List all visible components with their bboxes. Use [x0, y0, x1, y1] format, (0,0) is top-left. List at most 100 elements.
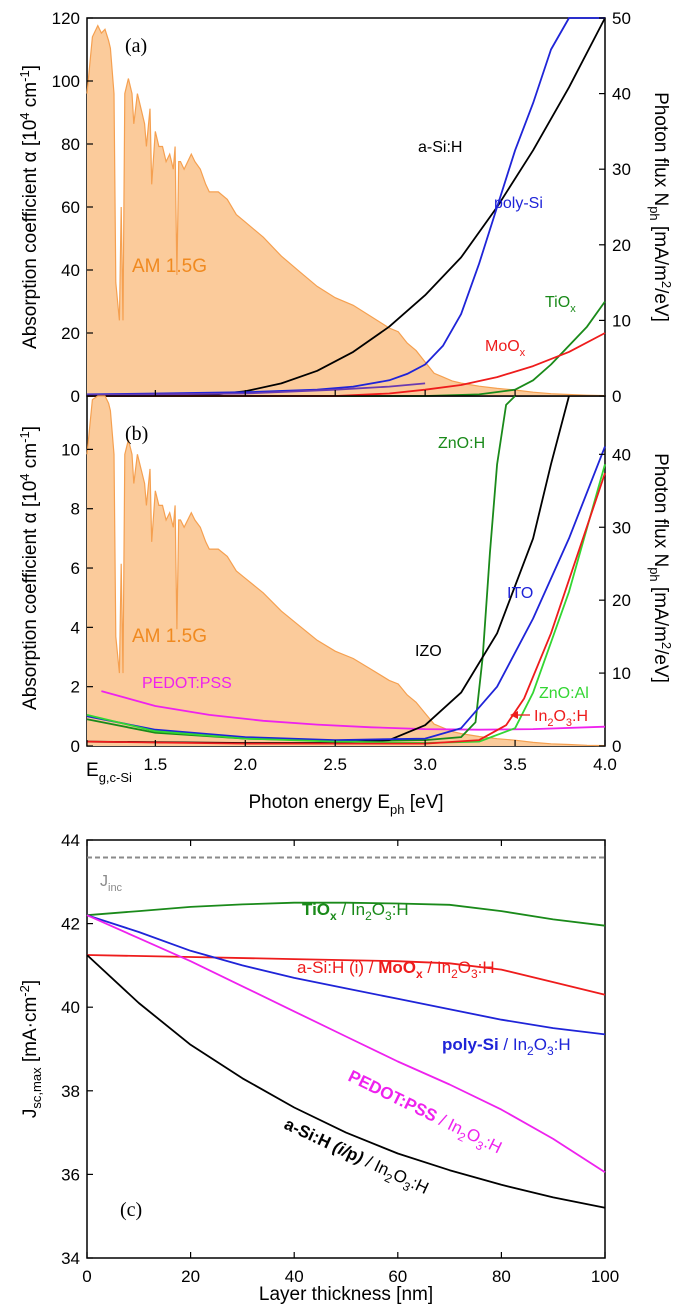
- y-right-tick-label-a-0: 0: [612, 387, 621, 406]
- y-tick-label-b-2: 2: [71, 678, 80, 697]
- y-right-tick-label-a-40: 40: [612, 85, 631, 104]
- y-right-tick-label-a-50: 50: [612, 9, 631, 28]
- x-tick-label-b-6: 4.0: [593, 755, 617, 774]
- series-c-tiox-in2o3-h: [86, 901, 606, 927]
- y-tick-label-a-60: 60: [61, 198, 80, 217]
- am15-area-b: [87, 396, 605, 746]
- x-tick-label-b-3: 2.5: [323, 755, 347, 774]
- curve-label-polysi-in2o3: poly-Si / In2O3:H: [442, 1035, 571, 1058]
- y-tick-label-b-10: 10: [61, 440, 80, 459]
- panel-c-series: [86, 856, 606, 1209]
- in2o3-label-text: In2O3:H: [534, 708, 588, 729]
- in2o3-pointer-arrow: [510, 711, 518, 719]
- series-label-ito: ITO: [507, 585, 533, 602]
- panel-a: 0 20 40 60 80 100 120 0 10 20 30 40 50 (a) AM 1.5G a…: [17, 9, 674, 406]
- am15-line-b: [86, 395, 606, 747]
- series-b-in2o3-h: [86, 472, 606, 745]
- series-label-pedot-pss: PEDOT:PSS: [142, 675, 232, 692]
- curve-label-asih-moox-in2o3: a-Si:H (i) / MoOx / In2O3:H: [297, 958, 495, 981]
- panel-a-series: [86, 17, 606, 397]
- y-tick-label-c-38: 38: [61, 1082, 80, 1101]
- x-tick-label-b-5: 3.5: [503, 755, 527, 774]
- x-tick-label-c-2: 40: [285, 1267, 304, 1286]
- x-tick-label-eg: Eg,c-Si: [86, 760, 132, 785]
- y-tick-label-b-6: 6: [71, 559, 80, 578]
- series-b-ito: [86, 446, 606, 741]
- y-tick-label-a-100: 100: [52, 72, 80, 91]
- x-tick-label-c-0: 0: [82, 1267, 91, 1286]
- y-tick-label-a-80: 80: [61, 135, 80, 154]
- x-tick-label-b-1: 1.5: [144, 755, 168, 774]
- series-c-pedot-pss-in2o3-h: [86, 914, 606, 1174]
- x-axis-label-c: Layer thickness [nm]: [259, 1284, 433, 1305]
- series-label-zno-al: ZnO:Al: [539, 685, 589, 702]
- series-label-tiox: TiOx: [545, 294, 576, 315]
- x-tick-label-b-2: 2.0: [233, 755, 257, 774]
- y-tick-label-b-8: 8: [71, 500, 80, 519]
- panel-c: 34 36 38 40 42 44 0 20 40 60 80 100 Jinc (c) TiOx /…: [17, 831, 619, 1305]
- panel-b-label: (b): [125, 423, 148, 445]
- x-tick-label-c-3: 60: [388, 1267, 407, 1286]
- y-right-tick-label-a-30: 30: [612, 160, 631, 179]
- panel-c-frame: [86, 839, 606, 1259]
- x-tick-label-c-1: 20: [181, 1267, 200, 1286]
- am15-line-a: [86, 24, 606, 397]
- y-tick-label-b-0: 0: [71, 737, 80, 756]
- y-right-tick-label-a-10: 10: [612, 311, 631, 330]
- panel-a-ticks: 0 20 40 60 80 100 120 0 10 20 30 40 50: [52, 9, 631, 406]
- series-c-poly-si-in2o3-h: [86, 914, 606, 1036]
- series-b-pedot-pss: [101, 690, 606, 731]
- series-label-moox: MoOx: [485, 338, 526, 359]
- curve-label-tiox-in2o3: TiOx / In2O3:H: [302, 900, 409, 923]
- x-tick-label-c-4: 80: [492, 1267, 511, 1286]
- y-axis-label-c: Jsc,max [mA·cm-2]: [17, 980, 44, 1118]
- am15-area-a: [87, 25, 605, 396]
- panel-a-label: (a): [125, 35, 147, 57]
- y-right-tick-label-b-0: 0: [612, 737, 621, 756]
- series-label-in2o3-h: In2O3:H: [510, 708, 588, 729]
- am15-spectrum-a: [86, 24, 606, 397]
- series-c-a-si-h-i-moox-in2o3-h: [86, 954, 606, 996]
- series-label-a-si-h: a-Si:H: [418, 139, 462, 156]
- panel-b-ticks: 0 2 4 6 8 10 0 10 20 30 40 1.5 2.0 2.5 3.0 3.5 4.0: [61, 440, 631, 774]
- y-tick-label-a-40: 40: [61, 261, 80, 280]
- am15-spectrum-b: [86, 395, 606, 747]
- panel-b: 0 2 4 6 8 10 0 10 20 30 40 1.5 2.0 2.5 3.0 3.5 4.0 (b) A…: [17, 395, 674, 817]
- series-a-moox: [87, 332, 606, 397]
- y-tick-label-a-0: 0: [71, 387, 80, 406]
- x-tick-label-b-4: 3.0: [413, 755, 437, 774]
- panel-c-label: (c): [120, 1199, 142, 1221]
- series-a-curve-4: [86, 382, 426, 396]
- y-right-tick-label-a-20: 20: [612, 236, 631, 255]
- series-label-izo: IZO: [415, 643, 442, 660]
- y-axis-label-right-b: Photon flux Nph [mA/m2/eV]: [647, 453, 674, 683]
- series-c-a-si-h-i-p-in2o3-h: [86, 954, 606, 1209]
- y-axis-label-left-a: Absorption coefficient α [104 cm-1]: [17, 65, 41, 349]
- panel-c-ticks: 34 36 38 40 42 44 0 20 40 60 80 100: [61, 831, 619, 1286]
- y-right-tick-label-b-30: 30: [612, 518, 631, 537]
- series-label-poly-si: poly-Si: [494, 195, 543, 212]
- y-right-tick-label-b-40: 40: [612, 445, 631, 464]
- y-tick-label-b-4: 4: [71, 618, 80, 637]
- y-tick-label-c-34: 34: [61, 1249, 80, 1268]
- panel-b-series: [86, 395, 606, 745]
- y-axis-label-left-b: Absorption coefficient α [104 cm-1]: [17, 426, 41, 710]
- curve-label-pedot-in2o3: PEDOT:PSS / In2O3:H: [343, 1067, 504, 1161]
- am15-label-a: AM 1.5G: [132, 256, 207, 277]
- curve-label-asih-ip-in2o3: a-Si:H (i/p) / In2O3:H: [280, 1114, 432, 1201]
- y-tick-label-c-42: 42: [61, 915, 80, 934]
- jinc-label: Jinc: [100, 873, 123, 894]
- y-tick-label-c-40: 40: [61, 998, 80, 1017]
- y-tick-label-a-20: 20: [61, 324, 80, 343]
- y-right-tick-label-b-20: 20: [612, 591, 631, 610]
- y-tick-label-a-120: 120: [52, 9, 80, 28]
- y-axis-label-right-a: Photon flux Nph [mA/m2/eV]: [647, 92, 674, 322]
- x-axis-label-b: Photon energy Eph [eV]: [248, 792, 443, 817]
- y-tick-label-c-36: 36: [61, 1165, 80, 1184]
- series-label-zno-h: ZnO:H: [438, 435, 485, 452]
- y-right-tick-label-b-10: 10: [612, 664, 631, 683]
- x-tick-label-c-5: 100: [591, 1267, 619, 1286]
- y-tick-label-c-44: 44: [61, 831, 80, 850]
- series-a-poly-si: [86, 17, 605, 396]
